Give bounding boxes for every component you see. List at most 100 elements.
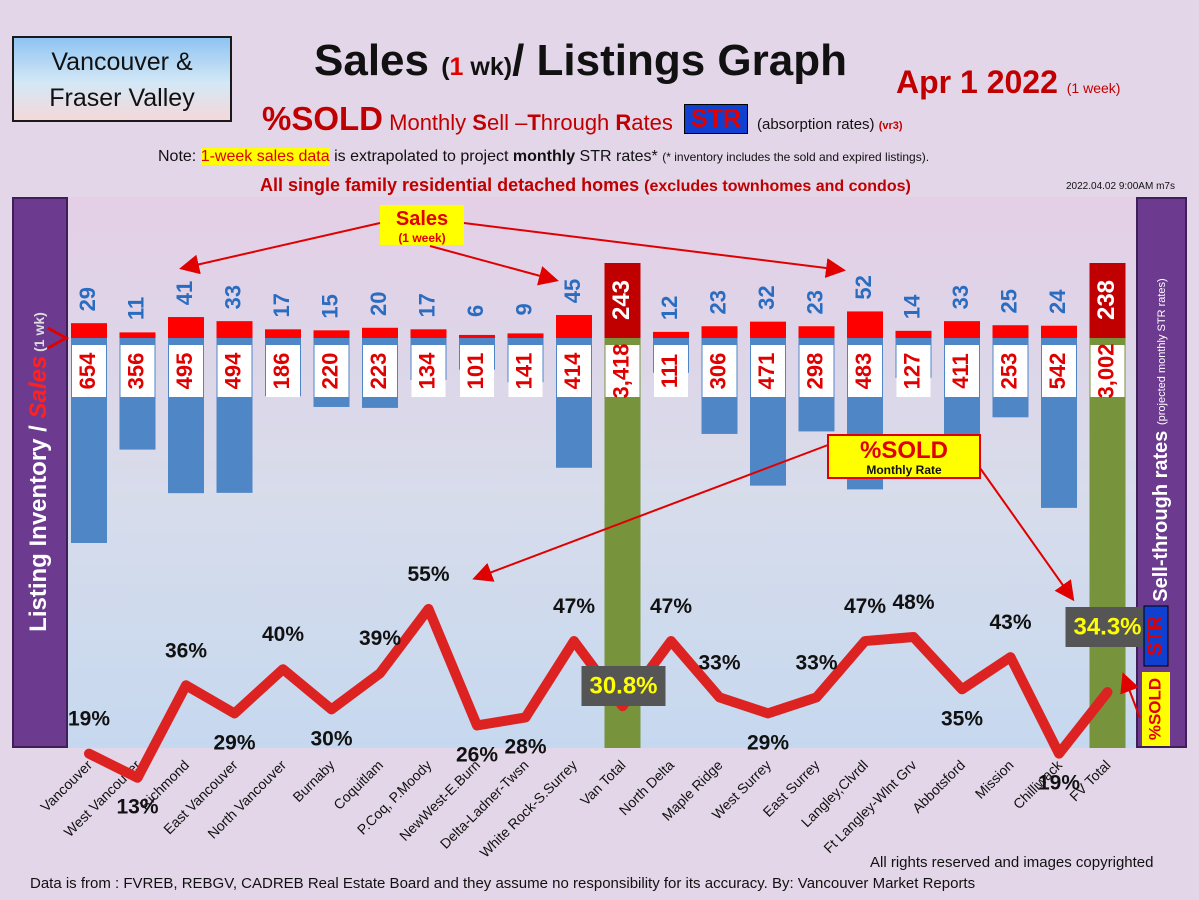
sales-bar — [1041, 325, 1077, 338]
sales-bar — [410, 329, 447, 338]
pct-value-label: 28% — [504, 735, 546, 758]
total-pct-box — [581, 666, 666, 706]
sales-bar — [459, 334, 495, 338]
subtitle: %SOLD Monthly Sell –Through Rates — [262, 100, 673, 138]
title-part-one: 1 — [449, 53, 464, 81]
sales-arrow — [463, 222, 846, 278]
category-tick-label: Mission — [972, 757, 1017, 802]
total-sales-bar — [1089, 263, 1126, 338]
inventory-value-label: 411 — [948, 353, 973, 389]
sales-bar — [701, 326, 738, 338]
sales-value-label: 11 — [123, 297, 148, 320]
inventory-value-label: 542 — [1045, 353, 1070, 390]
title-part-listings: / Listings Graph — [512, 36, 847, 85]
inventory-label-bg — [72, 345, 106, 397]
scope-main: All single family residential detached h… — [260, 175, 645, 195]
absorption-note: (absorption rates) (vr3) — [757, 116, 903, 133]
note-inventory: (* inventory includes the sold and expir… — [662, 150, 930, 164]
subtitle-r: R — [615, 110, 632, 135]
note-monthly: monthly — [512, 148, 576, 165]
inventory-label-bg — [120, 345, 155, 397]
title-part-paren: ( — [441, 53, 450, 81]
subtitle-s: S — [472, 110, 487, 135]
pct-value-label: 43% — [989, 611, 1031, 634]
subtitle-ates: ates — [631, 110, 673, 135]
subtitle-monthly: Monthly — [383, 110, 473, 135]
sales-callout-sub: (1 week) — [398, 231, 445, 245]
inventory-value-label: 306 — [705, 353, 730, 390]
sales-value-label: 33 — [948, 285, 973, 309]
sales-bar — [798, 326, 835, 338]
plot-area — [12, 197, 1187, 748]
subtitle-ell: ell – — [486, 110, 528, 135]
inventory-value-label: 220 — [317, 353, 342, 390]
pct-value-label: 30% — [310, 727, 352, 750]
inventory-value-label: 111 — [657, 354, 682, 388]
pct-value-label: 33% — [698, 651, 740, 674]
pct-value-label: 19% — [1038, 772, 1080, 795]
pct-value-label: 55% — [407, 563, 449, 586]
pct-value-label: 39% — [359, 627, 401, 650]
sales-value-label: 24 — [1045, 289, 1070, 314]
sales-bar — [265, 329, 301, 338]
extrapolation-note: Note: 1-week sales data is extrapolated … — [158, 148, 929, 166]
inventory-value-label: 141 — [511, 353, 536, 390]
sold-arrow — [1120, 672, 1141, 719]
pct-value-label: 33% — [795, 651, 837, 674]
pct-value-label: 29% — [747, 731, 789, 754]
sales-value-label: 20 — [366, 292, 391, 316]
pct-value-label: 13% — [116, 796, 158, 819]
sales-arrow — [429, 245, 559, 286]
subtitle-pct-sold: %SOLD — [262, 100, 384, 137]
sales-value-label: 243 — [608, 280, 635, 320]
inventory-label-bg — [557, 345, 591, 397]
inventory-value-label: 298 — [802, 353, 827, 390]
inventory-value-label: 414 — [560, 352, 585, 389]
inventory-value-label: 186 — [269, 353, 294, 390]
sales-value-label: 15 — [317, 294, 342, 318]
total-inventory-bar — [1089, 338, 1126, 748]
region-label-box: Vancouver & Fraser Valley — [12, 36, 232, 122]
inventory-label-bg — [751, 345, 785, 397]
region-line-1: Vancouver & — [51, 48, 193, 76]
copyright-note: All rights reserved and images copyright… — [870, 854, 1154, 871]
timestamp: 2022.04.02 9:00AM m7s — [1066, 181, 1175, 192]
str-badge: STR — [684, 104, 748, 134]
inventory-label-bg — [702, 345, 737, 397]
subtitle-hrough: hrough — [540, 110, 616, 135]
total-pct-label: 30.8% — [589, 672, 657, 699]
sales-bar — [847, 311, 883, 338]
data-source-note: Data is from : FVREB, REBGV, CADREB Real… — [30, 875, 976, 892]
sales-bar — [216, 321, 253, 338]
category-tick-label: Ft Langley-Wlnt Grv — [820, 757, 919, 856]
pct-value-label: 40% — [262, 623, 304, 646]
pct-value-label: 26% — [456, 743, 498, 766]
inventory-label-bg — [896, 345, 931, 397]
sales-value-label: 6 — [463, 305, 488, 317]
pct-value-label: 19% — [68, 708, 110, 731]
inventory-value-label: 101 — [463, 353, 488, 390]
left-axis-label-sales: Sales — [25, 356, 52, 419]
date-sub: (1 week) — [1066, 80, 1121, 96]
category-tick-label: Delta-Ladner-Twsn — [437, 757, 532, 852]
total-pct-box — [1065, 607, 1150, 647]
sales-axis-marker — [47, 326, 70, 350]
inventory-value-label: 471 — [754, 353, 779, 390]
note-highlight: 1-week sales data — [200, 148, 330, 165]
note-prefix: Note: — [158, 148, 201, 165]
sales-value-label: 52 — [851, 275, 876, 299]
absorption-text: (absorption rates) — [757, 116, 879, 133]
note-str-rates: STR rates* — [575, 148, 663, 165]
sales-value-label: 23 — [802, 290, 827, 314]
sales-bar — [119, 332, 156, 338]
region-line-2: Fraser Valley — [49, 84, 195, 112]
inventory-label-bg — [363, 345, 397, 397]
sales-value-label: 32 — [754, 285, 779, 309]
inventory-label-bg — [266, 345, 300, 397]
inventory-label-bg — [1042, 345, 1076, 397]
inventory-label-bg — [314, 345, 349, 397]
report-date: Apr 1 2022 (1 week) — [896, 64, 1120, 101]
sales-bar — [653, 331, 689, 338]
right-sold-tag: %SOLD — [1145, 678, 1164, 740]
